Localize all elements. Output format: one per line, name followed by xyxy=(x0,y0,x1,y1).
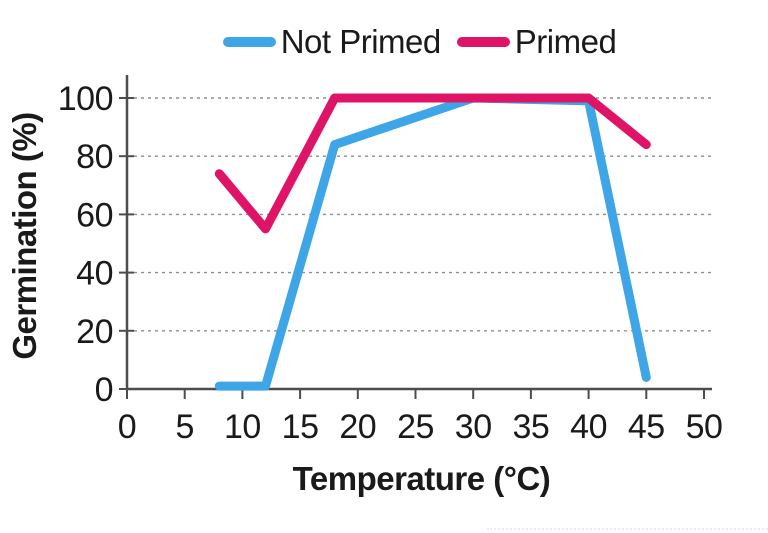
x-tick-label: 10 xyxy=(224,408,261,446)
y-axis-title: Germination (%) xyxy=(6,112,43,359)
series-line-not-primed xyxy=(214,93,651,391)
not-primed-line-marker-icon xyxy=(222,37,276,47)
legend: Not Primed Primed xyxy=(127,22,712,62)
y-tick-label: 60 xyxy=(76,196,113,234)
x-tick-label: 15 xyxy=(282,408,319,446)
x-tick-label: 5 xyxy=(175,408,193,446)
primed-line-marker-icon xyxy=(456,37,510,47)
x-tick-label: 50 xyxy=(686,408,723,446)
y-tick-label: 20 xyxy=(76,313,113,351)
x-tick-label: 40 xyxy=(570,408,607,446)
legend-label-not-primed: Not Primed xyxy=(280,23,442,60)
y-tick-label: 80 xyxy=(76,138,113,176)
x-tick-label: 45 xyxy=(628,408,665,446)
x-tick-label: 30 xyxy=(455,408,492,446)
legend-item-primed: Primed xyxy=(456,23,617,61)
legend-item-not-primed: Not Primed xyxy=(222,23,442,61)
x-tick-label: 25 xyxy=(397,408,434,446)
legend-label-primed: Primed xyxy=(514,23,617,60)
x-axis-title: Temperature (°C) xyxy=(293,460,551,497)
x-tick-label: 35 xyxy=(512,408,549,446)
x-tick-label: 0 xyxy=(118,408,136,446)
y-tick-label: 0 xyxy=(95,371,113,409)
y-tick-label: 40 xyxy=(76,255,113,293)
x-tick-label: 20 xyxy=(339,408,376,446)
series-line-primed xyxy=(214,93,651,234)
y-tick-label: 100 xyxy=(58,80,113,118)
bottom-edge-artifact xyxy=(487,528,768,530)
